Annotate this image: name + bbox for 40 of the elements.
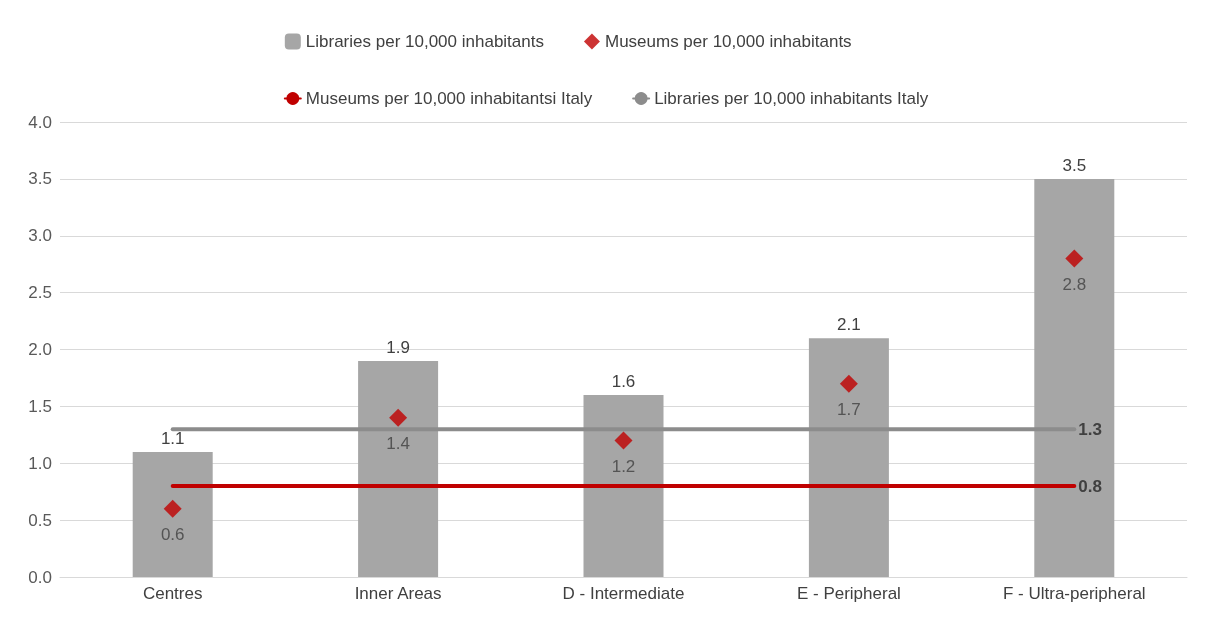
bar <box>358 360 439 577</box>
data-label: 1.9 <box>386 337 410 357</box>
y-tick-label: 3.5 <box>28 169 52 189</box>
point <box>1065 249 1084 268</box>
legend-label: Libraries per 10,000 inhabitants <box>305 32 544 51</box>
x-tick-label: D - Intermediate <box>562 584 685 603</box>
x-tick-label: E - Peripheral <box>796 584 901 603</box>
x-tick-label: Centres <box>142 584 203 603</box>
data-label: 2.1 <box>837 315 861 335</box>
point <box>839 374 858 393</box>
y-tick-label: 3.0 <box>28 226 52 246</box>
bar <box>132 451 213 577</box>
legend-label: Museums per 10,000 inhabitantsi Italy <box>305 89 593 108</box>
data-label: 1.6 <box>611 372 636 391</box>
data-label: 1.1 <box>160 428 185 448</box>
data-label: 1.4 <box>386 433 410 453</box>
y-tick-label: 2.5 <box>28 283 52 303</box>
data-label: 1.3 <box>1078 419 1102 439</box>
y-tick-label: 0.0 <box>28 567 52 587</box>
legend-label: Libraries per 10,000 inhabitants Italy <box>654 89 929 108</box>
y-tick-label: 2.0 <box>28 340 52 359</box>
bar <box>808 338 889 577</box>
data-label: 1.7 <box>837 399 861 419</box>
legend-label: Museums per 10,000 inhabitants <box>604 32 852 51</box>
data-label: 0.6 <box>160 524 185 544</box>
bar <box>1034 178 1115 577</box>
y-tick-label: 0.5 <box>28 510 52 530</box>
point <box>614 431 633 450</box>
data-label: 3.5 <box>1062 155 1087 175</box>
x-tick-label: Inner Areas <box>354 584 442 603</box>
y-tick-label: 4.0 <box>28 112 52 132</box>
y-tick-label: 1.5 <box>28 396 52 416</box>
data-label: 1.2 <box>611 456 636 476</box>
data-label: 0.8 <box>1078 476 1102 496</box>
y-tick-label: 1.0 <box>28 453 52 473</box>
point <box>389 408 408 427</box>
x-tick-label: F - Ultra-peripheral <box>1002 584 1146 603</box>
data-label: 2.8 <box>1062 274 1087 294</box>
bar <box>583 395 664 577</box>
point <box>163 499 182 518</box>
